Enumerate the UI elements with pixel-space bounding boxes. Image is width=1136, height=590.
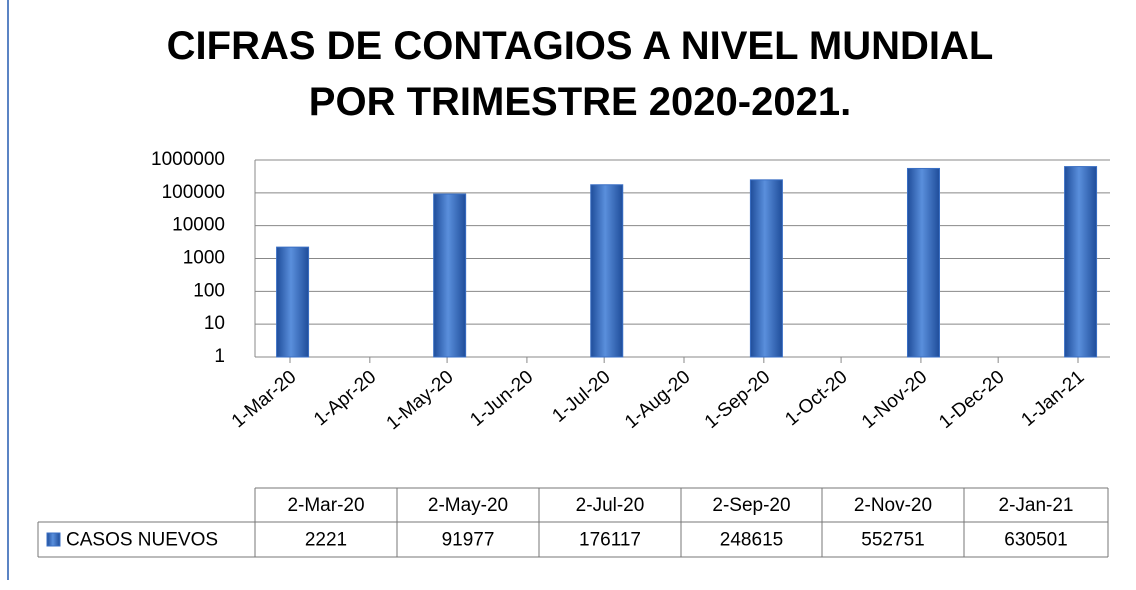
x-tick-label: 1-Jul-20 <box>549 367 615 427</box>
y-tick-label: 10 <box>204 313 225 334</box>
x-tick-label: 1-Dec-20 <box>935 367 1008 433</box>
table-value: 91977 <box>442 530 495 551</box>
y-tick-label: 10000 <box>172 215 225 236</box>
table-header: 2-Jan-21 <box>999 495 1074 516</box>
table-value: 2221 <box>305 530 347 551</box>
bar <box>433 193 467 358</box>
table-header: 2-May-20 <box>428 495 508 516</box>
bar <box>749 179 783 358</box>
x-tick-label: 1-Nov-20 <box>858 367 931 433</box>
x-tick-label: 1-Jun-20 <box>466 367 537 431</box>
table-value: 176117 <box>579 530 641 551</box>
y-tick-label: 100000 <box>162 182 225 203</box>
legend-swatch <box>46 532 61 547</box>
chart-title: CIFRAS DE CONTAGIOS A NIVEL MUNDIAL POR … <box>166 24 994 124</box>
x-tick-label: 1-May-20 <box>383 367 458 435</box>
x-tick-label: 1-Jan-21 <box>1017 367 1088 431</box>
bar <box>276 246 310 358</box>
x-tick-label: 1-Apr-20 <box>310 367 380 431</box>
y-tick-label: 1 <box>214 346 225 367</box>
x-tick-label: 1-Oct-20 <box>781 367 851 431</box>
table-value: 630501 <box>1004 530 1067 551</box>
y-tick-label: 100 <box>193 280 225 301</box>
bar <box>1064 166 1098 358</box>
legend-label: CASOS NUEVOS <box>66 530 218 551</box>
x-tick-label: 1-Sep-20 <box>701 367 774 433</box>
x-tick-label: 1-Mar-20 <box>228 367 301 433</box>
table-header: 2-Sep-20 <box>712 495 790 516</box>
table-header: 2-Jul-20 <box>576 495 645 516</box>
bar <box>906 167 940 358</box>
table-header: 2-Nov-20 <box>854 495 932 516</box>
table-value: 248615 <box>720 530 783 551</box>
y-tick-label: 1000 <box>183 248 225 269</box>
table-header: 2-Mar-20 <box>287 495 364 516</box>
bar <box>590 184 624 358</box>
x-tick-label: 1-Aug-20 <box>621 367 694 433</box>
table-value: 552751 <box>861 530 924 551</box>
y-tick-label: 1000000 <box>151 149 225 170</box>
